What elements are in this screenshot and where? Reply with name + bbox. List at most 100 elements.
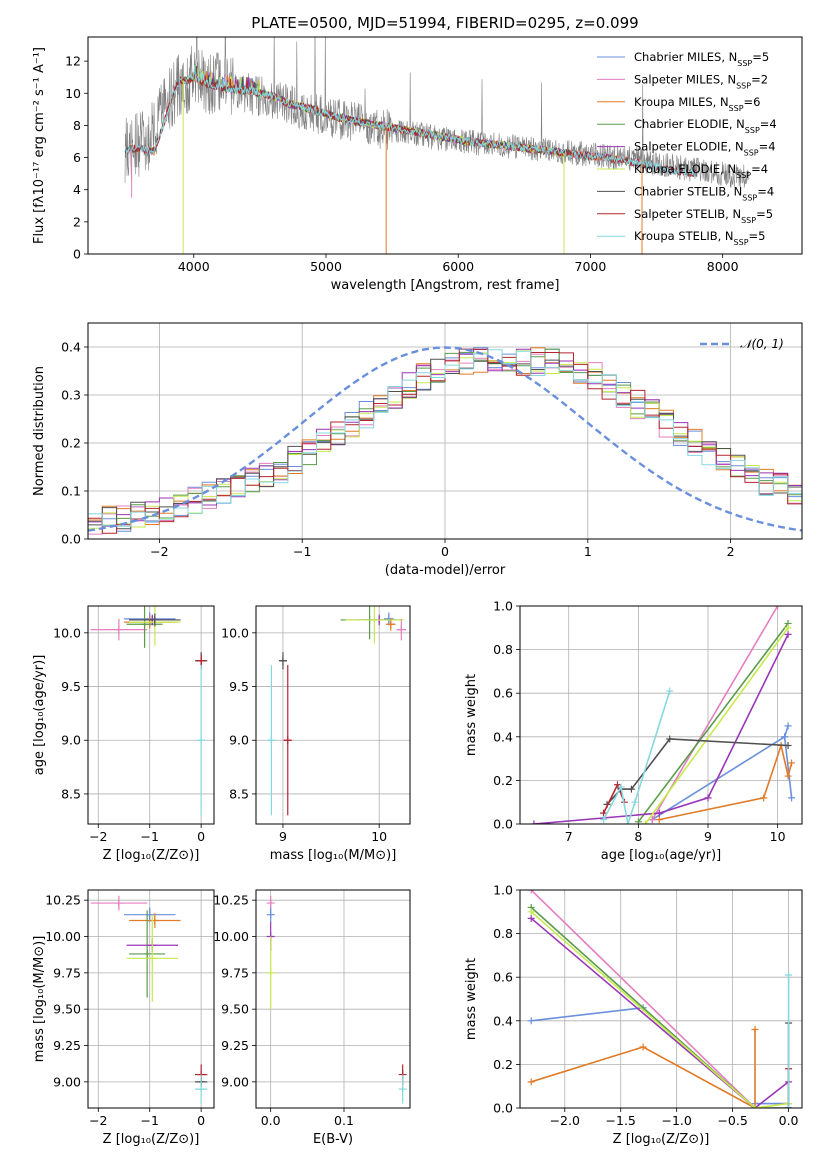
legend-label: Chabrier MILES, NSSP=5 — [634, 50, 769, 68]
marker — [398, 1085, 407, 1094]
legend-count: =5 — [752, 50, 769, 64]
series-marker — [617, 783, 625, 791]
data-point-chabrier_elodie — [129, 910, 166, 998]
y-tick-label: 9.5 — [229, 679, 249, 694]
y-axis-label: mass weight — [464, 958, 479, 1040]
series-marker — [788, 759, 796, 767]
series-marker — [784, 772, 792, 780]
x-axis-label: Z [log₁₀(Z/Z⊙)] — [103, 848, 200, 863]
legend-subscript: SSP — [742, 193, 757, 202]
x-tick-label: 5000 — [310, 259, 342, 274]
series-chabrier_stelib — [606, 738, 789, 805]
marker — [266, 968, 275, 977]
x-tick-label: −0.5 — [717, 1113, 747, 1128]
y-tick-label: 9.25 — [221, 1038, 249, 1053]
axes-frame — [255, 605, 411, 825]
series-salpeter_miles — [530, 890, 756, 1108]
x-tick-label: −2 — [89, 1113, 107, 1128]
series-marker — [655, 809, 663, 817]
series-marker — [760, 794, 768, 802]
x-tick-label: 2 — [727, 544, 735, 559]
series-marker — [784, 624, 792, 632]
data-point-kroupa_stelib — [194, 1074, 208, 1104]
legend-label: Kroupa MILES, NSSP=6 — [634, 95, 760, 113]
marker — [197, 1085, 206, 1094]
marker — [266, 899, 275, 908]
data-point-chabrier_elodie — [126, 606, 163, 648]
x-axis-label: wavelength [Angstrom, rest frame] — [331, 278, 560, 293]
histogram-chabrier_stelib — [88, 358, 802, 530]
histogram-chabrier_miles — [88, 347, 802, 532]
legend-count: =4 — [751, 162, 768, 176]
y-tick-label: 10.00 — [45, 929, 81, 944]
series-marker — [527, 914, 535, 922]
data-point-salpeter_miles — [396, 618, 407, 641]
x-tick-label: −1 — [293, 544, 311, 559]
data-point-salpeter_miles — [90, 895, 148, 911]
x-tick-label: 0.0 — [779, 1113, 799, 1128]
series-marker — [530, 820, 538, 824]
y-tick-label: 0.2 — [493, 773, 513, 788]
series-kroupa_stelib — [602, 690, 671, 824]
series-salpeter_elodie — [530, 917, 790, 1108]
legend-count: =6 — [744, 95, 761, 109]
x-tick-label: 7 — [565, 829, 573, 844]
x-tick-label: −1 — [140, 829, 158, 844]
y-tick-label: 0.0 — [493, 817, 513, 832]
axes-frame — [87, 889, 215, 1109]
x-tick-label: 8000 — [707, 259, 739, 274]
plot-area — [90, 606, 208, 816]
legend-text: Chabrier ELODIE, N — [634, 117, 745, 131]
legend-subscript: SSP — [745, 126, 760, 135]
x-tick-label: −1.0 — [661, 1113, 691, 1128]
y-tick-label: 0.6 — [493, 686, 513, 701]
marker — [384, 614, 393, 623]
plot-area — [266, 895, 407, 1104]
y-tick-label: 0 — [73, 247, 81, 262]
x-tick-label: 10 — [371, 829, 387, 844]
marker — [386, 620, 395, 629]
y-tick-label: 9.00 — [221, 1074, 249, 1089]
y-tick-label: 0.8 — [493, 642, 513, 657]
y-tick-label: 6 — [73, 150, 81, 165]
data-point-salpeter_stelib — [283, 665, 292, 816]
y-tick-label: 10.25 — [213, 893, 249, 908]
data-point-chabrier_stelib — [129, 613, 181, 627]
y-tick-label: 9.00 — [53, 1074, 81, 1089]
series-marker — [627, 785, 635, 793]
y-tick-label: 0.6 — [493, 970, 513, 985]
x-axis-label: age [log₁₀(age/yr)] — [601, 848, 722, 863]
x-tick-label: 0.0 — [261, 1113, 281, 1128]
marker — [197, 736, 206, 745]
y-tick-label: 10.00 — [213, 929, 249, 944]
series-marker — [648, 816, 656, 824]
plot-area — [90, 895, 208, 1104]
marker — [266, 910, 275, 919]
model-kroupa_stelib — [124, 65, 697, 178]
series-salpeter_elodie — [533, 633, 789, 824]
axes-frame — [255, 889, 411, 1109]
chart-title: PLATE=0500, MJD=51994, FIBERID=0295, z=0… — [251, 14, 638, 32]
series-marker — [624, 820, 632, 824]
series-kroupa_elodie — [530, 911, 789, 1108]
series-marker — [655, 816, 663, 824]
marker — [283, 736, 292, 745]
histogram-salpeter_miles — [88, 353, 802, 535]
series-marker — [631, 798, 639, 806]
y-tick-label: 2 — [73, 214, 81, 229]
legend-count: =4 — [759, 140, 776, 154]
x-tick-label: 8 — [634, 829, 642, 844]
axes-frame — [87, 36, 803, 255]
data-point-chabrier_miles — [266, 907, 275, 922]
marker — [143, 949, 152, 958]
data-point-kroupa_stelib — [398, 1074, 407, 1104]
series-salpeter_miles — [651, 606, 779, 821]
legend-label: 𝒩(0, 1) — [740, 337, 784, 351]
x-tick-label: 7000 — [575, 259, 607, 274]
series-marker — [774, 606, 782, 610]
y-tick-label: 0.2 — [493, 1057, 513, 1072]
x-axis-label: E(B-V) — [313, 1132, 353, 1147]
y-tick-label: 0.0 — [61, 532, 81, 547]
histogram-chabrier_elodie — [88, 348, 802, 526]
